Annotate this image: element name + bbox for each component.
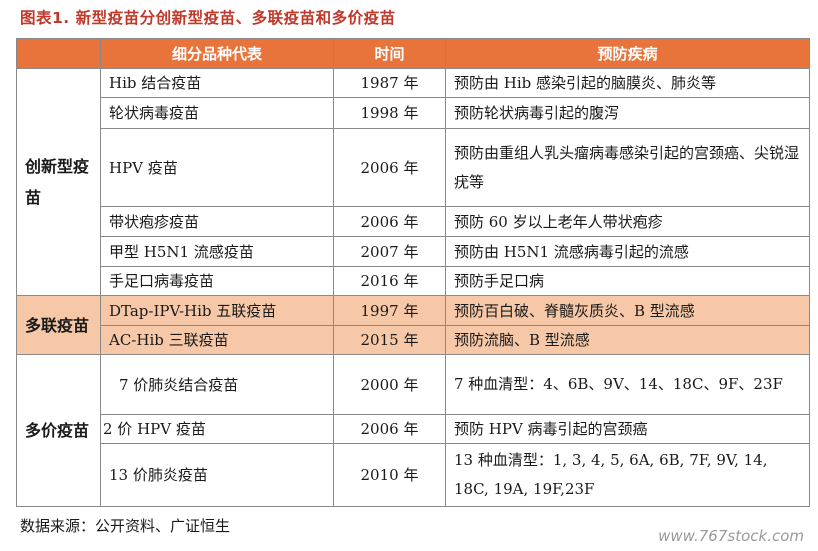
table-row: 多价疫苗 7 价肺炎结合疫苗 2000 年 7 种血清型：4、6B、9V、14、… (16, 354, 810, 507)
cell-product: 甲型 H5N1 流感疫苗 (100, 236, 334, 267)
cell-year: 1998 年 (333, 97, 446, 129)
header-blank (16, 38, 101, 69)
table-row: 创新型疫苗 Hib 结合疫苗 1987 年 预防由 Hib 感染引起的脑膜炎、肺… (16, 68, 810, 296)
figure-title: 图表1. 新型疫苗分创新型疫苗、多联疫苗和多价疫苗 (20, 9, 396, 27)
vaccine-table: 细分品种代表 时间 预防疾病 创新型疫苗 Hib 结合疫苗 1987 年 预防由… (16, 38, 810, 507)
header-product: 细分品种代表 (100, 38, 334, 69)
category-combination: 多联疫苗 (16, 295, 101, 355)
table-row: HPV 疫苗 2006 年 预防由重组人乳头瘤病毒感染引起的宫颈癌、尖锐湿疣等 (17, 128, 810, 207)
cell-product: 13 价肺炎疫苗 (100, 443, 334, 507)
cell-year: 2016 年 (333, 266, 446, 296)
cell-prevent: 预防由 Hib 感染引起的脑膜炎、肺炎等 (445, 68, 810, 98)
cell-year: 2006 年 (333, 206, 446, 237)
table-row: AC-Hib 三联疫苗 2015 年 预防流脑、B 型流感 (17, 325, 810, 355)
cell-prevent: 预防轮状病毒引起的腹泻 (445, 97, 810, 129)
table-header-row: 细分品种代表 时间 预防疾病 (16, 38, 810, 69)
cell-product: DTap-IPV-Hib 五联疫苗 (100, 295, 334, 326)
cell-year: 1997 年 (333, 295, 446, 326)
cell-product: 2 价 HPV 疫苗 (100, 414, 334, 444)
cell-product: 手足口病毒疫苗 (100, 266, 334, 296)
cell-year: 2015 年 (333, 325, 446, 355)
cell-product: Hib 结合疫苗 (100, 68, 334, 98)
cell-year: 2006 年 (333, 414, 446, 444)
table-row: 轮状病毒疫苗 1998 年 预防轮状病毒引起的腹泻 (17, 97, 810, 129)
cell-prevent: 预防 HPV 病毒引起的宫颈癌 (445, 414, 810, 444)
cell-product: HPV 疫苗 (100, 128, 334, 207)
cell-prevent: 预防由 H5N1 流感病毒引起的流感 (445, 236, 810, 267)
category-multivalent: 多价疫苗 (16, 354, 101, 507)
cell-product: 轮状病毒疫苗 (100, 97, 334, 129)
cell-prevent: 7 种血清型：4、6B、9V、14、18C、9F、23F (445, 354, 810, 415)
header-prevent: 预防疾病 (445, 38, 810, 69)
category-innovative: 创新型疫苗 (16, 68, 101, 296)
data-source-note: 数据来源：公开资料、广证恒生 (20, 517, 231, 535)
watermark: www.767stock.com (658, 527, 804, 545)
cell-year: 2010 年 (333, 443, 446, 507)
cell-prevent: 13 种血清型：1, 3, 4, 5, 6A, 6B, 7F, 9V, 14, … (445, 443, 810, 507)
cell-prevent: 预防手足口病 (445, 266, 810, 296)
table-row: 2 价 HPV 疫苗 2006 年 预防 HPV 病毒引起的宫颈癌 (17, 414, 810, 444)
cell-product: 带状疱疹疫苗 (100, 206, 334, 237)
cell-year: 2007 年 (333, 236, 446, 267)
cell-year: 2000 年 (333, 354, 446, 415)
cell-product: 7 价肺炎结合疫苗 (100, 354, 334, 415)
cell-prevent: 预防 60 岁以上老年人带状疱疹 (445, 206, 810, 237)
cell-prevent: 预防流脑、B 型流感 (445, 325, 810, 355)
table-row: 13 价肺炎疫苗 2010 年 13 种血清型：1, 3, 4, 5, 6A, … (17, 443, 810, 507)
table-row: 多联疫苗 DTap-IPV-Hib 五联疫苗 1997 年 预防百白破、脊髓灰质… (16, 295, 810, 355)
table-row: 手足口病毒疫苗 2016 年 预防手足口病 (17, 266, 810, 296)
table-row: 甲型 H5N1 流感疫苗 2007 年 预防由 H5N1 流感病毒引起的流感 (17, 236, 810, 267)
cell-year: 2006 年 (333, 128, 446, 207)
cell-prevent: 预防百白破、脊髓灰质炎、B 型流感 (445, 295, 810, 326)
cell-product: AC-Hib 三联疫苗 (100, 325, 334, 355)
table-row: 带状疱疹疫苗 2006 年 预防 60 岁以上老年人带状疱疹 (17, 206, 810, 237)
cell-year: 1987 年 (333, 68, 446, 98)
cell-prevent: 预防由重组人乳头瘤病毒感染引起的宫颈癌、尖锐湿疣等 (445, 128, 810, 207)
header-year: 时间 (333, 38, 446, 69)
